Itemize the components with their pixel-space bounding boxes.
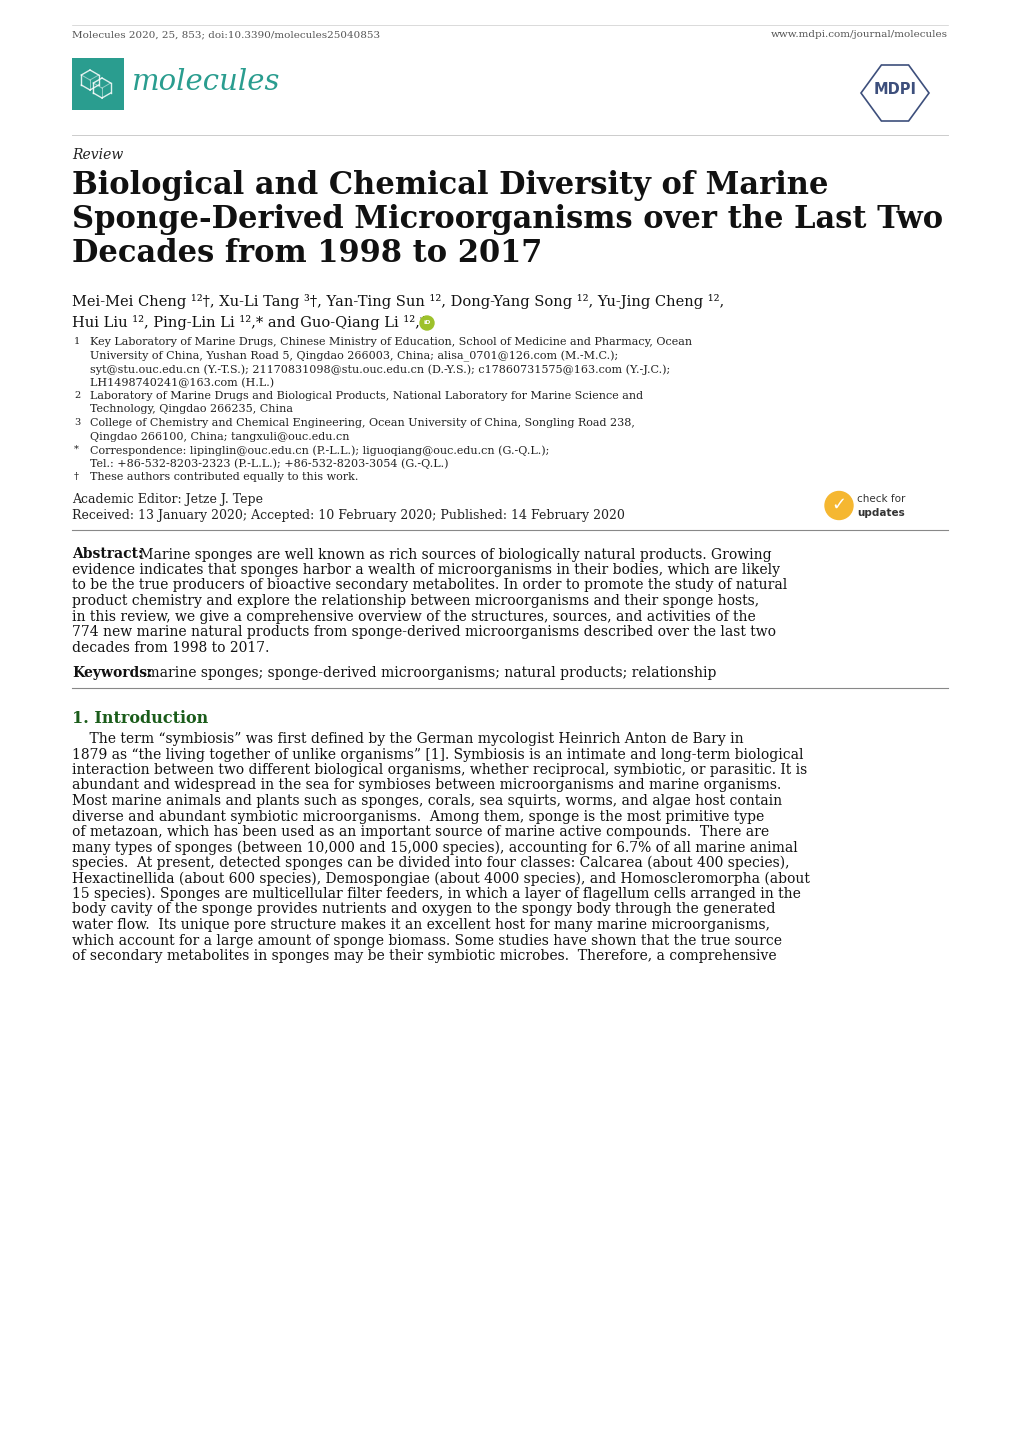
Text: Qingdao 266100, China; tangxuli@ouc.edu.cn: Qingdao 266100, China; tangxuli@ouc.edu.… bbox=[90, 431, 350, 441]
Text: University of China, Yushan Road 5, Qingdao 266003, China; alisa_0701@126.com (M: University of China, Yushan Road 5, Qing… bbox=[90, 350, 618, 362]
Text: 1: 1 bbox=[74, 337, 81, 346]
Text: evidence indicates that sponges harbor a wealth of microorganisms in their bodie: evidence indicates that sponges harbor a… bbox=[72, 562, 780, 577]
Text: in this review, we give a comprehensive overview of the structures, sources, and: in this review, we give a comprehensive … bbox=[72, 610, 755, 623]
Text: The term “symbiosis” was first defined by the German mycologist Heinrich Anton d: The term “symbiosis” was first defined b… bbox=[72, 733, 743, 746]
Text: 774 new marine natural products from sponge-derived microorganisms described ove: 774 new marine natural products from spo… bbox=[72, 624, 775, 639]
Text: 1. Introduction: 1. Introduction bbox=[72, 709, 208, 727]
Text: 2: 2 bbox=[74, 391, 81, 399]
Text: Tel.: +86-532-8203-2323 (P.-L.L.); +86-532-8203-3054 (G.-Q.L.): Tel.: +86-532-8203-2323 (P.-L.L.); +86-5… bbox=[90, 459, 448, 469]
Text: College of Chemistry and Chemical Engineering, Ocean University of China, Songli: College of Chemistry and Chemical Engine… bbox=[90, 418, 634, 428]
Text: to be the true producers of bioactive secondary metabolites. In order to promote: to be the true producers of bioactive se… bbox=[72, 578, 787, 593]
Text: of metazoan, which has been used as an important source of marine active compoun: of metazoan, which has been used as an i… bbox=[72, 825, 768, 839]
Text: product chemistry and explore the relationship between microorganisms and their : product chemistry and explore the relati… bbox=[72, 594, 758, 609]
Text: Review: Review bbox=[72, 149, 123, 162]
Text: Abstract:: Abstract: bbox=[72, 548, 143, 561]
FancyBboxPatch shape bbox=[72, 58, 124, 110]
Text: interaction between two different biological organisms, whether reciprocal, symb: interaction between two different biolog… bbox=[72, 763, 806, 777]
Text: Sponge-Derived Microorganisms over the Last Two: Sponge-Derived Microorganisms over the L… bbox=[72, 203, 943, 235]
Text: Key Laboratory of Marine Drugs, Chinese Ministry of Education, School of Medicin: Key Laboratory of Marine Drugs, Chinese … bbox=[90, 337, 692, 348]
Text: molecules: molecules bbox=[131, 68, 280, 97]
Text: Most marine animals and plants such as sponges, corals, sea squirts, worms, and : Most marine animals and plants such as s… bbox=[72, 795, 782, 808]
Text: body cavity of the sponge provides nutrients and oxygen to the spongy body throu: body cavity of the sponge provides nutri… bbox=[72, 903, 774, 917]
Text: Hexactinellida (about 600 species), Demospongiae (about 4000 species), and Homos: Hexactinellida (about 600 species), Demo… bbox=[72, 871, 809, 885]
Text: species.  At present, detected sponges can be divided into four classes: Calcare: species. At present, detected sponges ca… bbox=[72, 857, 789, 871]
Circle shape bbox=[824, 492, 852, 519]
Text: Mei-Mei Cheng ¹²†, Xu-Li Tang ³†, Yan-Ting Sun ¹², Dong-Yang Song ¹², Yu-Jing Ch: Mei-Mei Cheng ¹²†, Xu-Li Tang ³†, Yan-Ti… bbox=[72, 294, 723, 309]
Text: MDPI: MDPI bbox=[872, 82, 916, 98]
Text: These authors contributed equally to this work.: These authors contributed equally to thi… bbox=[90, 472, 358, 482]
Text: ✓: ✓ bbox=[830, 496, 846, 513]
Text: decades from 1998 to 2017.: decades from 1998 to 2017. bbox=[72, 640, 269, 655]
Text: Received: 13 January 2020; Accepted: 10 February 2020; Published: 14 February 20: Received: 13 January 2020; Accepted: 10 … bbox=[72, 509, 625, 522]
Text: iD: iD bbox=[423, 320, 430, 326]
Text: Laboratory of Marine Drugs and Biological Products, National Laboratory for Mari: Laboratory of Marine Drugs and Biologica… bbox=[90, 391, 643, 401]
Text: of secondary metabolites in sponges may be their symbiotic microbes.  Therefore,: of secondary metabolites in sponges may … bbox=[72, 949, 775, 963]
Text: syt@stu.ouc.edu.cn (Y.-T.S.); 21170831098@stu.ouc.edu.cn (D.-Y.S.); c17860731575: syt@stu.ouc.edu.cn (Y.-T.S.); 2117083109… bbox=[90, 363, 669, 375]
Text: Marine sponges are well known as rich sources of biologically natural products. : Marine sponges are well known as rich so… bbox=[135, 548, 770, 561]
Text: diverse and abundant symbiotic microorganisms.  Among them, sponge is the most p: diverse and abundant symbiotic microorga… bbox=[72, 809, 763, 823]
Text: www.mdpi.com/journal/molecules: www.mdpi.com/journal/molecules bbox=[770, 30, 947, 39]
Text: many types of sponges (between 10,000 and 15,000 species), accounting for 6.7% o: many types of sponges (between 10,000 an… bbox=[72, 841, 797, 855]
Text: abundant and widespread in the sea for symbioses between microorganisms and mari: abundant and widespread in the sea for s… bbox=[72, 779, 781, 793]
Text: 3: 3 bbox=[74, 418, 81, 427]
Text: 1879 as “the living together of unlike organisms” [1]. Symbiosis is an intimate : 1879 as “the living together of unlike o… bbox=[72, 747, 803, 761]
Text: updates: updates bbox=[856, 508, 904, 518]
Text: Academic Editor: Jetze J. Tepe: Academic Editor: Jetze J. Tepe bbox=[72, 493, 263, 506]
Text: Decades from 1998 to 2017: Decades from 1998 to 2017 bbox=[72, 238, 542, 270]
Text: †: † bbox=[74, 472, 78, 482]
Text: *: * bbox=[74, 446, 78, 454]
Text: 15 species). Sponges are multicellular filter feeders, in which a layer of flage: 15 species). Sponges are multicellular f… bbox=[72, 887, 800, 901]
Text: marine sponges; sponge-derived microorganisms; natural products; relationship: marine sponges; sponge-derived microorga… bbox=[142, 666, 715, 681]
Text: Molecules 2020, 25, 853; doi:10.3390/molecules25040853: Molecules 2020, 25, 853; doi:10.3390/mol… bbox=[72, 30, 380, 39]
Circle shape bbox=[420, 316, 433, 330]
Text: water flow.  Its unique pore structure makes it an excellent host for many marin: water flow. Its unique pore structure ma… bbox=[72, 919, 769, 932]
Text: Biological and Chemical Diversity of Marine: Biological and Chemical Diversity of Mar… bbox=[72, 170, 827, 200]
Text: check for: check for bbox=[856, 493, 905, 503]
Text: Correspondence: lipinglin@ouc.edu.cn (P.-L.L.); liguoqiang@ouc.edu.cn (G.-Q.L.);: Correspondence: lipinglin@ouc.edu.cn (P.… bbox=[90, 446, 549, 456]
Text: which account for a large amount of sponge biomass. Some studies have shown that: which account for a large amount of spon… bbox=[72, 933, 782, 947]
Text: Keywords:: Keywords: bbox=[72, 666, 152, 681]
Text: Hui Liu ¹², Ping-Lin Li ¹²,* and Guo-Qiang Li ¹²,*: Hui Liu ¹², Ping-Lin Li ¹²,* and Guo-Qia… bbox=[72, 314, 427, 330]
Text: Technology, Qingdao 266235, China: Technology, Qingdao 266235, China bbox=[90, 405, 292, 414]
Text: LH1498740241@163.com (H.L.): LH1498740241@163.com (H.L.) bbox=[90, 378, 274, 388]
